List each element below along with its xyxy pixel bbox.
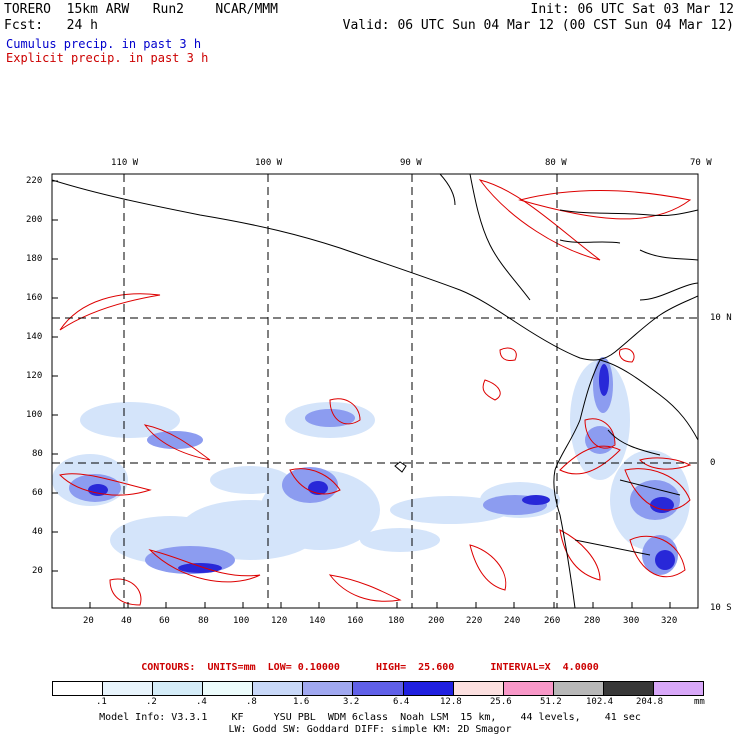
graticule: [52, 174, 698, 608]
colorbar-label: 51.2: [540, 697, 562, 707]
explicit-legend: Explicit precip. in past 3 h: [6, 51, 209, 65]
forecast-hour: Fcst: 24 h: [4, 18, 98, 33]
y-tick: 120: [26, 371, 43, 381]
contours-info: CONTOURS: UNITS=mm LOW= 0.10000 HIGH= 25…: [141, 662, 599, 673]
colorbar-label: 3.2: [343, 697, 360, 707]
lon-label-70w: 70 W: [690, 158, 712, 168]
y-tick: 80: [32, 449, 43, 459]
cumulus-legend: Cumulus precip. in past 3 h: [6, 37, 202, 51]
colorbar-swatch: [503, 682, 554, 695]
x-tick: 280: [584, 616, 601, 626]
x-tick: 220: [466, 616, 483, 626]
colorbar-label: 204.8: [636, 697, 664, 707]
y-tick: 220: [26, 176, 43, 186]
cumulus-precip-light: [52, 360, 690, 564]
explicit-precip-contours: [59, 179, 692, 606]
x-tick: 100: [233, 616, 250, 626]
colorbar-swatch: [153, 682, 204, 695]
colorbar-unit: mm: [694, 697, 705, 707]
x-tick: 200: [428, 616, 445, 626]
y-tick: 100: [26, 410, 43, 420]
colorbar-swatch: [603, 682, 654, 695]
x-tick: 300: [623, 616, 640, 626]
x-tick: 160: [347, 616, 364, 626]
x-tick: 40: [121, 616, 132, 626]
x-tick: 140: [309, 616, 326, 626]
colorbar-label: 102.4: [586, 697, 614, 707]
model-info: Model Info: V3.3.1 KF YSU PBL WDM 6class…: [99, 712, 641, 723]
init-time: Init: 06 UTC Sat 03 Mar 12: [530, 2, 735, 17]
colorbar-label: .8: [246, 697, 257, 707]
lon-label-110w: 110 W: [111, 158, 139, 168]
y-tick: 200: [26, 215, 43, 225]
y-tick: 40: [32, 527, 43, 537]
lon-label-100w: 100 W: [255, 158, 283, 168]
x-tick: 80: [198, 616, 209, 626]
x-tick: 260: [544, 616, 561, 626]
x-tick: 180: [388, 616, 405, 626]
lat-label-0: 0: [710, 458, 716, 468]
colorbar-label: 1.6: [293, 697, 310, 707]
colorbar-label: 12.8: [440, 697, 462, 707]
colorbar-swatch: [553, 682, 604, 695]
lon-label-80w: 80 W: [545, 158, 567, 168]
colorbar-swatch: [303, 682, 354, 695]
colorbar-swatch: [253, 682, 304, 695]
x-tick: 20: [83, 616, 94, 626]
colorbar-swatch: [653, 682, 704, 695]
cumulus-precip-medium: [69, 357, 680, 575]
y-tick: 180: [26, 254, 43, 264]
colorbar-label: .1: [96, 697, 107, 707]
model-title: TORERO 15km ARW Run2 NCAR/MMM: [4, 2, 278, 17]
physics-info: LW: Godd SW: Goddard DIFF: simple KM: 2D…: [228, 724, 512, 735]
colorbar-swatch: [203, 682, 254, 695]
colorbar-swatch: [53, 682, 104, 695]
x-tick: 320: [661, 616, 678, 626]
y-tick: 140: [26, 332, 43, 342]
lat-label-10s: 10 S: [710, 603, 732, 613]
colorbar-swatch: [453, 682, 504, 695]
y-tick: 20: [32, 566, 43, 576]
cumulus-precip-heavy: [88, 364, 675, 573]
x-tick: 60: [159, 616, 170, 626]
lat-label-10n: 10 N: [710, 313, 732, 323]
colorbar-swatch: [103, 682, 154, 695]
colorbar-label: 6.4: [393, 697, 410, 707]
colorbar-swatch: [353, 682, 404, 695]
x-tick: 240: [504, 616, 521, 626]
y-tick: 60: [32, 488, 43, 498]
colorbar-label: 25.6: [490, 697, 512, 707]
coastlines: [52, 174, 698, 608]
lon-label-90w: 90 W: [400, 158, 422, 168]
colorbar-label: .2: [146, 697, 157, 707]
valid-time: Valid: 06 UTC Sun 04 Mar 12 (00 CST Sun …: [342, 18, 734, 33]
map-frame: [51, 173, 699, 609]
colorbar: [52, 681, 704, 696]
colorbar-label: .4: [196, 697, 207, 707]
colorbar-swatch: [403, 682, 454, 695]
y-tick: 160: [26, 293, 43, 303]
x-tick: 120: [271, 616, 288, 626]
